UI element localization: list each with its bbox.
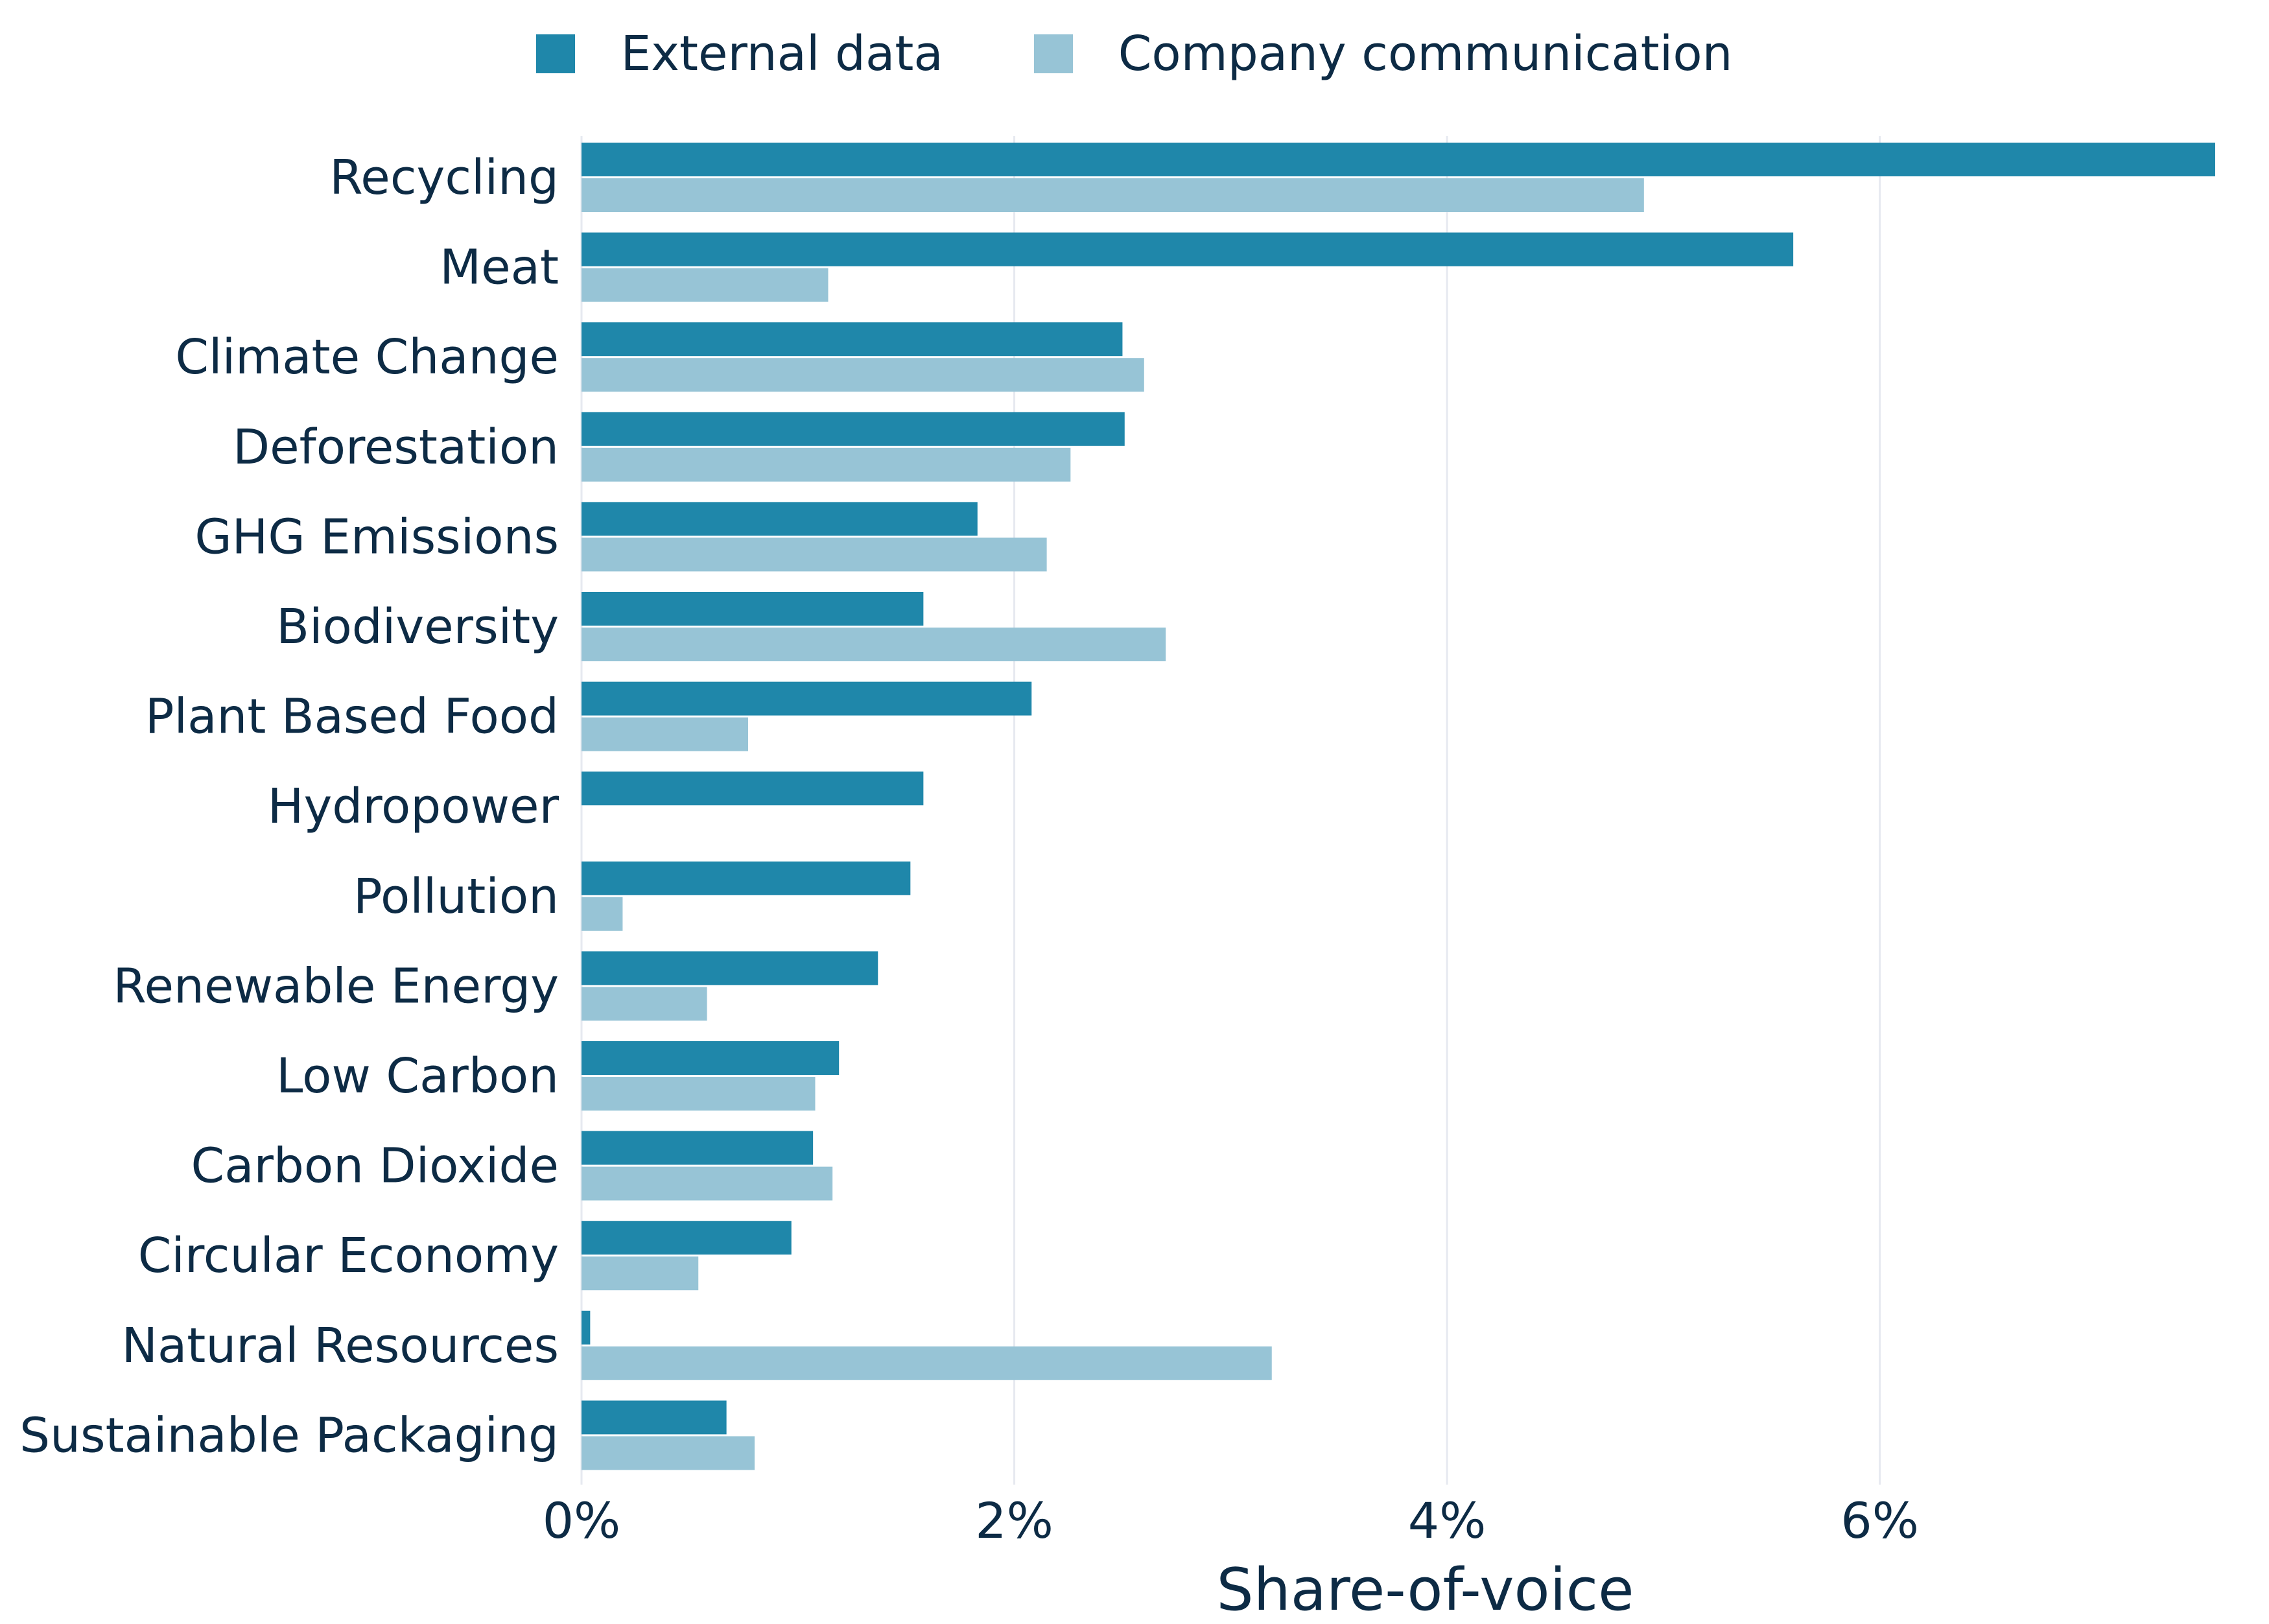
category-label-ghg-emissions: GHG Emissions: [194, 509, 559, 565]
category-label-circular-economy: Circular Economy: [138, 1228, 559, 1284]
bar-company-communication-low-carbon: [582, 1077, 816, 1111]
category-label-renewable-energy: Renewable Energy: [113, 958, 559, 1014]
bar-company-communication-natural-resources: [582, 1346, 1272, 1380]
bar-company-communication-meat: [582, 268, 829, 302]
category-label-carbon-dioxide: Carbon Dioxide: [191, 1138, 559, 1194]
bar-company-communication-biodiversity: [582, 628, 1166, 661]
category-label-biodiversity: Biodiversity: [276, 599, 559, 655]
bar-external-data-hydropower: [582, 771, 924, 806]
bar-company-communication-deforestation: [582, 447, 1071, 482]
bar-company-communication-circular-economy: [582, 1256, 699, 1291]
x-tick-label: 4%: [1408, 1492, 1487, 1549]
x-tick-label: 0%: [543, 1492, 621, 1549]
category-label-plant-based-food: Plant Based Food: [145, 689, 559, 745]
x-axis-label: Share-of-voice: [1216, 1556, 1634, 1624]
bar-external-data-biodiversity: [582, 592, 924, 626]
bar-company-communication-plant-based-food: [582, 717, 749, 751]
bar-company-communication-sustainable-packaging: [582, 1436, 755, 1470]
category-label-sustainable-packaging: Sustainable Packaging: [19, 1407, 559, 1463]
bar-external-data-renewable-energy: [582, 951, 878, 985]
bar-external-data-low-carbon: [582, 1041, 840, 1075]
bar-external-data-deforestation: [582, 412, 1125, 446]
category-label-pollution: Pollution: [353, 869, 559, 924]
legend-item-company-communication: Company communication: [1033, 26, 1733, 82]
bar-external-data-carbon-dioxide: [582, 1131, 814, 1165]
category-label-meat: Meat: [440, 240, 559, 296]
legend: External data Company communication: [0, 26, 2269, 82]
x-tick-label: 6%: [1840, 1492, 1919, 1549]
bar-external-data-natural-resources: [582, 1310, 591, 1345]
bar-external-data-recycling: [582, 143, 2215, 176]
bar-external-data-meat: [582, 232, 1794, 266]
category-label-deforestation: Deforestation: [233, 419, 559, 475]
legend-swatch-company-communication: [1033, 34, 1073, 73]
bar-company-communication-climate-change: [582, 358, 1144, 392]
bar-external-data-climate-change: [582, 322, 1123, 357]
legend-item-external-data: External data: [536, 26, 943, 82]
category-label-hydropower: Hydropower: [268, 779, 559, 834]
bar-company-communication-recycling: [582, 178, 1644, 212]
bar-external-data-plant-based-food: [582, 681, 1032, 716]
bar-company-communication-renewable-energy: [582, 987, 707, 1021]
bar-external-data-pollution: [582, 861, 911, 895]
category-label-low-carbon: Low Carbon: [276, 1048, 559, 1104]
category-label-climate-change: Climate Change: [175, 329, 559, 385]
bar-company-communication-pollution: [582, 897, 623, 931]
category-label-recycling: Recycling: [329, 150, 559, 206]
legend-label-external-data: External data: [620, 26, 943, 82]
x-tick-label: 2%: [975, 1492, 1053, 1549]
legend-swatch-external-data: [536, 34, 576, 73]
bar-company-communication-ghg-emissions: [582, 537, 1047, 572]
bar-external-data-ghg-emissions: [582, 502, 978, 536]
legend-label-company-communication: Company communication: [1118, 26, 1733, 82]
bar-external-data-circular-economy: [582, 1221, 792, 1255]
bar-company-communication-carbon-dioxide: [582, 1166, 833, 1201]
bar-external-data-sustainable-packaging: [582, 1400, 727, 1435]
category-label-natural-resources: Natural Resources: [122, 1318, 559, 1374]
